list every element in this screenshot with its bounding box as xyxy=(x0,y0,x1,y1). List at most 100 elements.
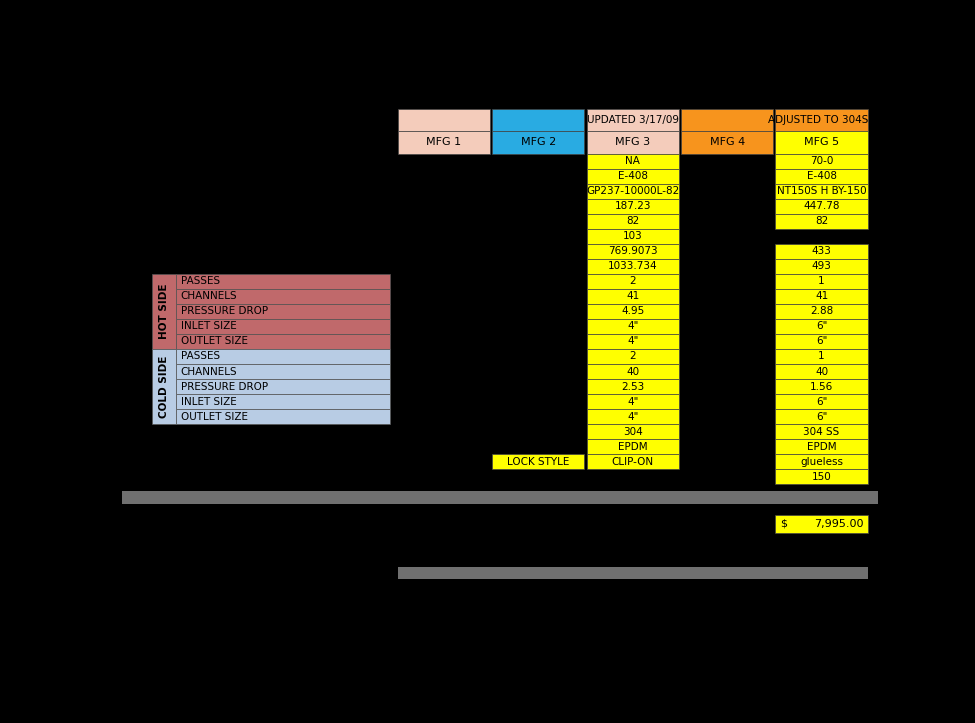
Bar xyxy=(775,244,868,259)
Bar xyxy=(775,184,868,199)
Text: 4": 4" xyxy=(627,336,639,346)
Bar xyxy=(681,132,773,153)
Bar xyxy=(587,259,679,274)
Bar xyxy=(775,349,868,364)
Text: 769.9073: 769.9073 xyxy=(607,247,657,256)
Bar xyxy=(587,289,679,304)
Bar xyxy=(775,214,868,228)
Text: 4": 4" xyxy=(627,322,639,331)
Text: 41: 41 xyxy=(815,291,828,301)
Bar xyxy=(587,244,679,259)
Bar xyxy=(775,274,868,289)
Text: 7,995.00: 7,995.00 xyxy=(814,518,864,529)
Bar xyxy=(587,454,679,469)
Bar xyxy=(587,364,679,379)
Text: PRESSURE DROP: PRESSURE DROP xyxy=(180,382,268,392)
Bar xyxy=(587,319,679,334)
Text: 70-0: 70-0 xyxy=(810,156,834,166)
Bar xyxy=(587,274,679,289)
Bar xyxy=(775,394,868,409)
Text: 82: 82 xyxy=(815,216,828,226)
Bar xyxy=(492,454,584,469)
Text: NT150S H BY-150: NT150S H BY-150 xyxy=(777,186,867,196)
Bar xyxy=(176,274,390,289)
Text: CLIP-ON: CLIP-ON xyxy=(611,457,654,467)
Bar xyxy=(587,394,679,409)
Bar xyxy=(587,409,679,424)
Text: 304 SS: 304 SS xyxy=(803,427,839,437)
Text: CHANNELS: CHANNELS xyxy=(180,367,238,377)
Text: $: $ xyxy=(780,518,787,529)
Bar xyxy=(775,515,868,533)
Text: 82: 82 xyxy=(626,216,640,226)
Text: 433: 433 xyxy=(811,247,832,256)
Text: 6": 6" xyxy=(816,397,827,406)
Text: MFG 2: MFG 2 xyxy=(521,137,556,147)
Text: 1: 1 xyxy=(818,351,825,362)
Bar xyxy=(176,349,390,364)
Text: PASSES: PASSES xyxy=(180,351,220,362)
Bar xyxy=(775,469,868,484)
Bar xyxy=(775,424,868,439)
Bar xyxy=(775,132,868,153)
Bar xyxy=(587,424,679,439)
Text: glueless: glueless xyxy=(800,457,843,467)
Text: 4.95: 4.95 xyxy=(621,307,644,317)
Text: 4": 4" xyxy=(627,411,639,422)
Text: 1: 1 xyxy=(818,276,825,286)
Text: 187.23: 187.23 xyxy=(614,201,651,211)
Text: 41: 41 xyxy=(626,291,640,301)
Text: OUTLET SIZE: OUTLET SIZE xyxy=(180,411,248,422)
Bar xyxy=(587,132,679,153)
Bar xyxy=(176,394,390,409)
Text: 6": 6" xyxy=(816,336,827,346)
Text: 6": 6" xyxy=(816,411,827,422)
Text: OUTLET SIZE: OUTLET SIZE xyxy=(180,336,248,346)
Bar xyxy=(775,379,868,394)
Text: MFG 4: MFG 4 xyxy=(710,137,745,147)
Text: MFG 1: MFG 1 xyxy=(426,137,461,147)
Bar xyxy=(587,304,679,319)
Bar xyxy=(176,364,390,379)
Text: 304: 304 xyxy=(623,427,643,437)
Text: UPDATED 3/17/09: UPDATED 3/17/09 xyxy=(587,115,679,125)
Bar xyxy=(775,409,868,424)
Bar xyxy=(176,379,390,394)
Bar xyxy=(775,364,868,379)
Bar xyxy=(587,168,679,184)
Bar xyxy=(152,349,176,424)
Bar xyxy=(775,334,868,349)
Bar xyxy=(122,492,878,504)
Text: 40: 40 xyxy=(626,367,640,377)
Text: ADJUSTED TO 304SS: ADJUSTED TO 304SS xyxy=(768,115,876,125)
Bar xyxy=(176,319,390,334)
Bar xyxy=(681,109,773,132)
Text: E-408: E-408 xyxy=(618,171,647,181)
Text: 493: 493 xyxy=(811,261,832,271)
Text: 2: 2 xyxy=(630,351,636,362)
Text: 2: 2 xyxy=(630,276,636,286)
Bar xyxy=(587,199,679,214)
Text: INLET SIZE: INLET SIZE xyxy=(180,322,237,331)
Text: 2.53: 2.53 xyxy=(621,382,644,392)
Bar xyxy=(398,132,489,153)
Bar xyxy=(492,132,584,153)
Bar xyxy=(492,109,584,132)
Text: 150: 150 xyxy=(812,471,832,482)
Text: 6": 6" xyxy=(816,322,827,331)
Bar xyxy=(775,304,868,319)
Text: PRESSURE DROP: PRESSURE DROP xyxy=(180,307,268,317)
Bar xyxy=(176,409,390,424)
Bar xyxy=(176,289,390,304)
Text: PASSES: PASSES xyxy=(180,276,220,286)
Text: 40: 40 xyxy=(815,367,828,377)
Text: LOCK STYLE: LOCK STYLE xyxy=(507,457,569,467)
Text: 1033.734: 1033.734 xyxy=(607,261,657,271)
Text: INLET SIZE: INLET SIZE xyxy=(180,397,237,406)
Text: 2.88: 2.88 xyxy=(810,307,834,317)
Text: EPDM: EPDM xyxy=(806,442,837,452)
Text: HOT SIDE: HOT SIDE xyxy=(159,283,170,339)
Bar xyxy=(587,379,679,394)
Bar xyxy=(775,439,868,454)
Text: MFG 5: MFG 5 xyxy=(804,137,839,147)
